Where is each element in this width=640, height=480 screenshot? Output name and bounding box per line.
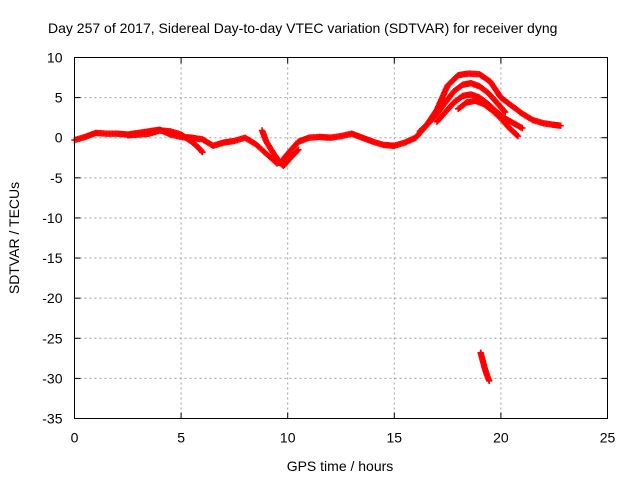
- x-tick-labels: 0 5 10 15 20 25: [71, 430, 616, 446]
- data-point: [199, 148, 206, 156]
- grid: [74, 57, 608, 419]
- data-point-interp: [501, 107, 508, 115]
- series: [258, 127, 302, 169]
- series: [416, 79, 509, 135]
- x-tick-label: 5: [177, 430, 185, 446]
- data-point: [557, 122, 564, 129]
- series: [433, 91, 526, 132]
- data-points: [71, 70, 564, 384]
- x-tick-label: 0: [71, 430, 79, 446]
- data-point: [519, 124, 526, 132]
- data-point-interp: [513, 131, 521, 139]
- axis-ticks: [74, 57, 608, 419]
- plot-frame: [74, 57, 608, 419]
- y-tick-label: -25: [42, 330, 62, 346]
- y-tick-label: -5: [50, 170, 63, 186]
- data-point: [295, 146, 302, 153]
- y-tick-labels: 10 5 0 -5 -10 -15 -20 -25 -30 -35: [42, 50, 62, 427]
- y-tick-label: -20: [42, 290, 62, 306]
- x-tick-label: 15: [387, 430, 403, 446]
- data-point: [485, 377, 493, 384]
- y-tick-label: -30: [42, 370, 62, 386]
- y-tick-label: 5: [55, 90, 63, 106]
- chart-title: Day 257 of 2017, Sidereal Day-to-day VTE…: [48, 20, 557, 36]
- y-tick-label: 0: [55, 130, 63, 146]
- y-tick-label: -15: [42, 250, 62, 266]
- y-tick-label: -35: [42, 411, 62, 427]
- x-tick-label: 10: [280, 430, 296, 446]
- x-axis-label: GPS time / hours: [287, 458, 394, 474]
- y-tick-label: -10: [42, 210, 62, 226]
- y-tick-label: 10: [47, 50, 63, 66]
- data-point-interp: [294, 147, 301, 155]
- x-tick-label: 20: [493, 430, 509, 446]
- series: [455, 97, 522, 140]
- data-point-interp: [198, 148, 205, 155]
- series: [71, 70, 564, 167]
- series: [477, 349, 493, 384]
- series: [124, 127, 206, 156]
- y-axis-label: SDTVAR / TECUs: [6, 182, 22, 294]
- data-point: [514, 132, 522, 140]
- x-tick-label: 25: [600, 430, 616, 446]
- data-point: [501, 108, 509, 116]
